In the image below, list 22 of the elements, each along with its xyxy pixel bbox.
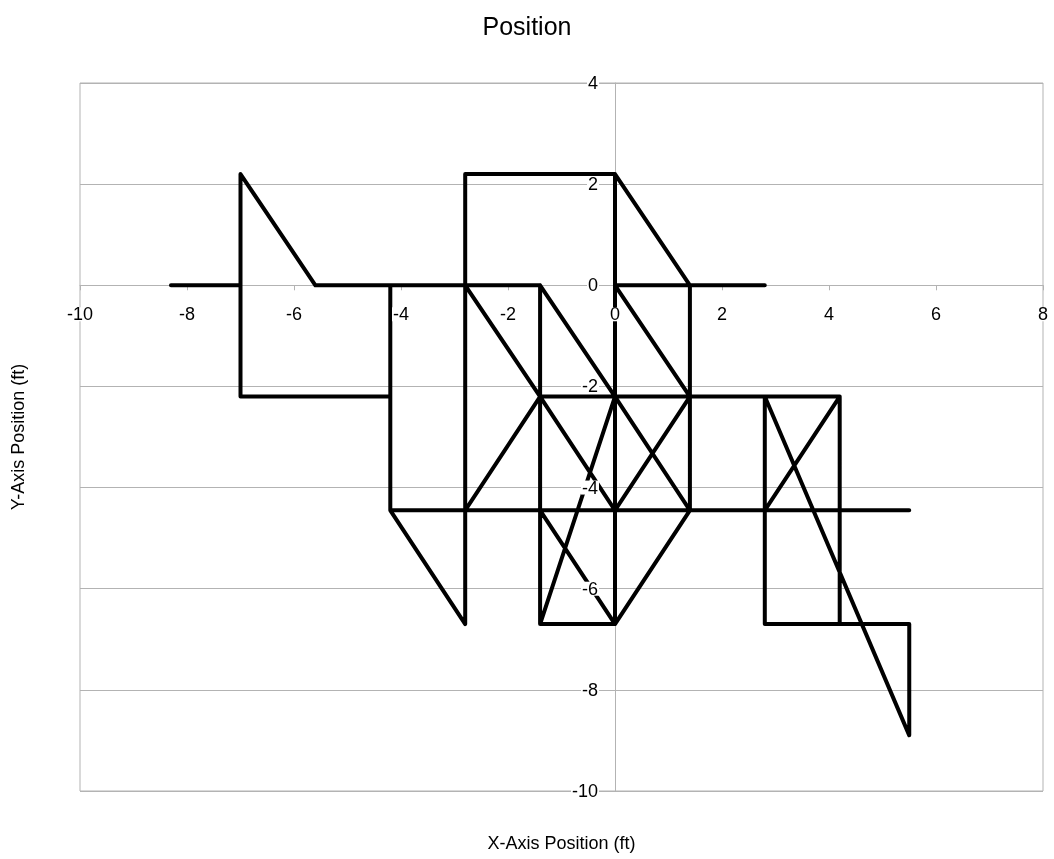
x-tick-label: 8 bbox=[1037, 304, 1049, 325]
y-tick-label: 4 bbox=[587, 73, 598, 93]
x-tick-label: 6 bbox=[930, 304, 942, 325]
chart-title: Position bbox=[482, 11, 572, 40]
x-tick-label: 4 bbox=[823, 304, 835, 325]
x-tick-label: -8 bbox=[178, 304, 196, 325]
y-tick-label: -8 bbox=[581, 679, 598, 700]
y-axis-title: Y-Axis Position (ft) bbox=[8, 363, 28, 511]
x-tick-label: -10 bbox=[66, 304, 94, 325]
line-series bbox=[168, 172, 912, 738]
x-axis-title: X-Axis Position (ft) bbox=[487, 833, 636, 853]
x-tick-label: 0 bbox=[609, 304, 621, 325]
x-tick-label: -2 bbox=[499, 304, 517, 325]
y-tick-label: -10 bbox=[571, 781, 598, 801]
y-tick-label: -2 bbox=[581, 376, 598, 397]
y-tick-label: 2 bbox=[587, 174, 598, 195]
x-tick-label: 2 bbox=[716, 304, 728, 325]
x-tick-label: -6 bbox=[285, 304, 303, 325]
y-tick-label: 0 bbox=[587, 275, 598, 296]
x-tick-label: -4 bbox=[392, 304, 410, 325]
y-tick-label: -4 bbox=[581, 477, 598, 498]
y-tick-label: -6 bbox=[581, 578, 598, 599]
